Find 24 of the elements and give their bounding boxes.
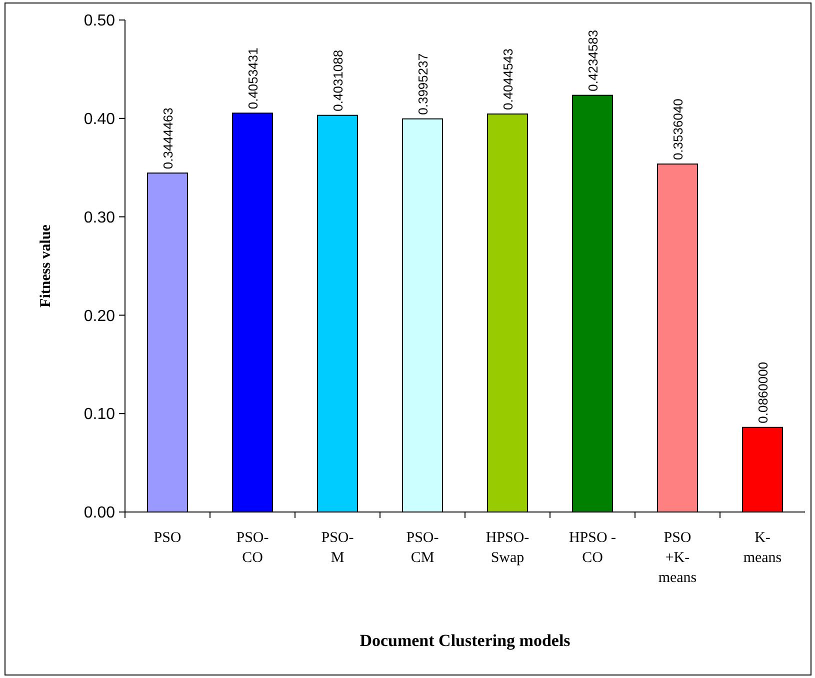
x-tick-label: HPSO- Swap <box>486 530 530 566</box>
x-tick-label: K- means <box>743 530 782 566</box>
data-label: 0.3536040 <box>670 98 686 160</box>
x-tick-label: PSO- CM <box>406 530 439 566</box>
x-tick-label: HPSO - CO <box>568 530 616 566</box>
y-tick-label: 0.10 <box>84 406 116 424</box>
data-label: 0.4234583 <box>586 30 600 92</box>
x-tick-label: PSO <box>154 530 182 546</box>
y-tick-label: 0.20 <box>84 308 116 325</box>
data-label: 0.3995237 <box>416 53 430 115</box>
data-label: 0.0860000 <box>756 362 770 424</box>
y-tick-label: 0.40 <box>84 111 116 128</box>
y-tick-label: 0.30 <box>84 209 116 226</box>
x-tick-label: PSO- CO <box>236 530 269 566</box>
x-tick-label: PSO- M <box>321 530 354 566</box>
x-axis-title: Document Clustering models <box>360 631 571 650</box>
y-tick-label: 0.50 <box>84 12 116 30</box>
x-tick-label: PSO +K- means <box>658 530 697 586</box>
data-label: 0.4044543 <box>500 48 516 110</box>
data-label: 0.4053431 <box>246 48 260 110</box>
data-label: 0.3444463 <box>160 108 176 170</box>
y-tick-label: 0.00 <box>84 504 116 522</box>
data-label: 0.4031088 <box>330 50 346 112</box>
y-axis-title: Fitness value <box>38 224 54 308</box>
